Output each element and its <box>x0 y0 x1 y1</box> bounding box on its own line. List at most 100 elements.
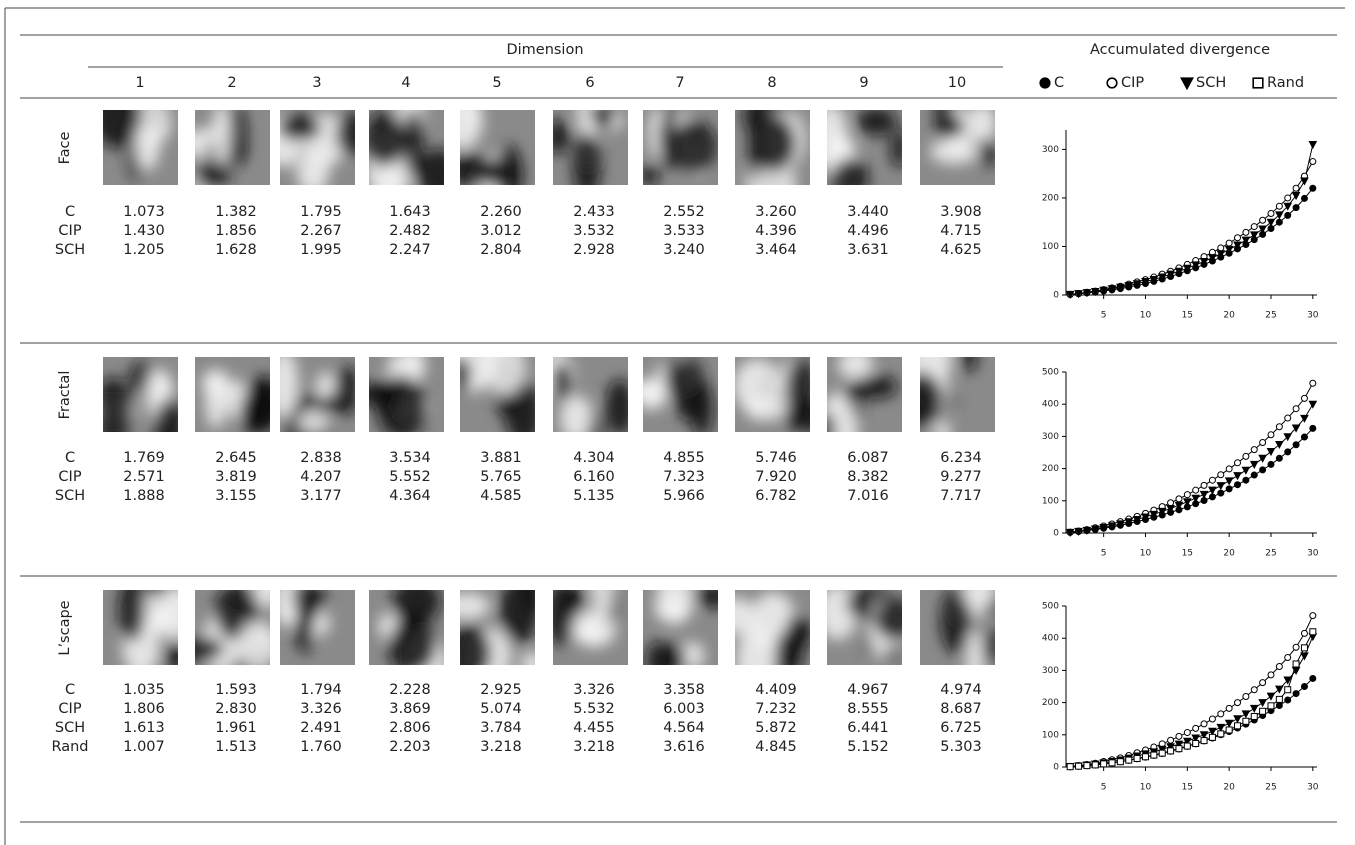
marker <box>1176 733 1182 739</box>
marker <box>1268 672 1274 678</box>
marker <box>1184 743 1190 749</box>
marker <box>1209 477 1215 483</box>
cell-value: 2.482 <box>389 223 431 239</box>
image-blob <box>365 111 406 168</box>
cell-value: 3.908 <box>940 204 982 220</box>
marker <box>1293 406 1299 412</box>
image-blob <box>417 149 460 201</box>
cell-value: 4.564 <box>663 720 705 736</box>
basis-image <box>643 573 739 681</box>
marker <box>1234 473 1241 480</box>
marker <box>1209 734 1215 740</box>
cell-value: 7.323 <box>663 469 705 485</box>
image-blob <box>982 629 1001 665</box>
image-blob <box>172 636 224 662</box>
cell-value: 2.571 <box>123 469 165 485</box>
marker <box>1301 434 1307 440</box>
cell-value: 1.769 <box>123 450 165 466</box>
dimension-label: 10 <box>948 75 966 91</box>
marker <box>1251 447 1257 453</box>
dimension-label: 2 <box>227 75 236 91</box>
image-blob <box>119 576 146 642</box>
marker <box>1301 645 1307 651</box>
basis-image <box>263 110 367 194</box>
basis-image <box>629 357 718 437</box>
marker <box>1226 705 1232 711</box>
marker <box>1181 78 1192 88</box>
cell-value: 1.961 <box>215 720 257 736</box>
x-tick-label: 10 <box>1140 783 1152 793</box>
marker <box>1276 219 1282 225</box>
marker <box>1293 644 1299 650</box>
cell-value: 3.616 <box>663 739 705 755</box>
basis-image <box>639 106 718 188</box>
cell-value: 3.440 <box>847 204 889 220</box>
marker <box>1310 675 1316 681</box>
image-blob <box>890 129 907 168</box>
marker <box>1267 693 1274 700</box>
marker <box>1092 762 1098 768</box>
marker <box>1251 224 1257 230</box>
cell-value: 4.496 <box>847 223 889 239</box>
image-blob <box>560 395 593 441</box>
image-blobs <box>365 93 460 202</box>
marker <box>1168 500 1174 506</box>
marker <box>1184 492 1190 498</box>
marker <box>1276 203 1282 209</box>
cell-value: 2.552 <box>663 204 705 220</box>
marker <box>1259 700 1266 707</box>
cell-value: 3.240 <box>663 242 705 258</box>
row-label: C <box>65 450 75 466</box>
row-label: CIP <box>58 701 81 717</box>
image-blob <box>733 359 782 414</box>
cell-value: 3.326 <box>300 701 342 717</box>
marker <box>1226 466 1232 472</box>
image-blob <box>656 573 693 625</box>
basis-image <box>901 326 995 442</box>
cell-value: 1.513 <box>215 739 257 755</box>
basis-image <box>89 357 184 462</box>
marker <box>1310 380 1316 386</box>
marker <box>1243 718 1249 724</box>
image-blob <box>91 80 141 148</box>
row-label: SCH <box>55 720 85 736</box>
marker <box>1268 432 1274 438</box>
dimension-label: 4 <box>401 75 410 91</box>
basis-image <box>546 565 628 665</box>
marker <box>1142 754 1148 760</box>
cell-value: 4.304 <box>573 450 615 466</box>
marker <box>1285 212 1291 218</box>
marker <box>1276 702 1282 708</box>
group-label: Dimension <box>506 42 583 58</box>
image-blob <box>546 119 570 154</box>
cell-value: 6.441 <box>847 720 889 736</box>
marker <box>1217 483 1224 490</box>
y-tick-label: 500 <box>1042 602 1059 612</box>
marker <box>1285 697 1291 703</box>
cell-value: 6.725 <box>940 720 982 736</box>
cell-value: 4.409 <box>755 682 797 698</box>
image-blob <box>336 112 368 157</box>
row-label: Rand <box>51 739 88 755</box>
image-blobs <box>940 575 1003 691</box>
marker <box>1293 691 1299 697</box>
image-blob <box>978 139 997 167</box>
marker <box>1067 764 1073 770</box>
marker <box>1276 696 1282 702</box>
y-tick-label: 0 <box>1053 291 1059 301</box>
cell-value: 4.845 <box>755 739 797 755</box>
marker <box>1184 499 1191 506</box>
marker <box>1268 210 1274 216</box>
section-label: Fractal <box>57 371 73 420</box>
cell-value: 2.247 <box>389 242 431 258</box>
image-blobs <box>353 347 430 439</box>
marker <box>1234 716 1241 723</box>
image-blob <box>901 372 942 427</box>
marker <box>1301 630 1307 636</box>
cell-value: 1.856 <box>215 223 257 239</box>
image-blob <box>605 379 634 436</box>
cell-value: 1.007 <box>123 739 165 755</box>
cell-value: 3.819 <box>215 469 257 485</box>
basis-image <box>920 84 997 185</box>
basis-image <box>818 585 919 665</box>
